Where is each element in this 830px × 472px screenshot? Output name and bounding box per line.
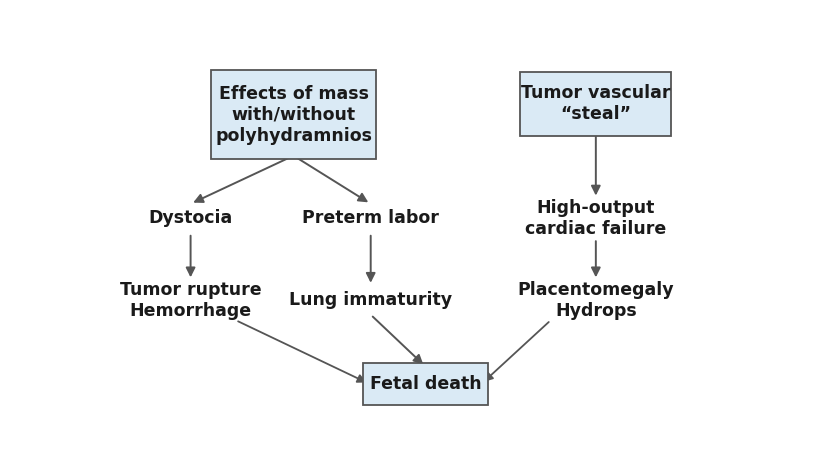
Text: Lung immaturity: Lung immaturity [289,291,452,309]
Text: Dystocia: Dystocia [149,210,232,228]
Text: Effects of mass
with/without
polyhydramnios: Effects of mass with/without polyhydramn… [215,85,372,144]
Text: High-output
cardiac failure: High-output cardiac failure [525,199,666,238]
Text: Placentomegaly
Hydrops: Placentomegaly Hydrops [518,281,674,320]
Text: Tumor vascular
“steal”: Tumor vascular “steal” [521,84,671,123]
Text: Preterm labor: Preterm labor [302,210,439,228]
Text: Fetal death: Fetal death [369,375,481,393]
FancyBboxPatch shape [363,363,488,405]
FancyBboxPatch shape [520,72,671,135]
FancyBboxPatch shape [212,70,375,160]
Text: Tumor rupture
Hemorrhage: Tumor rupture Hemorrhage [120,281,261,320]
